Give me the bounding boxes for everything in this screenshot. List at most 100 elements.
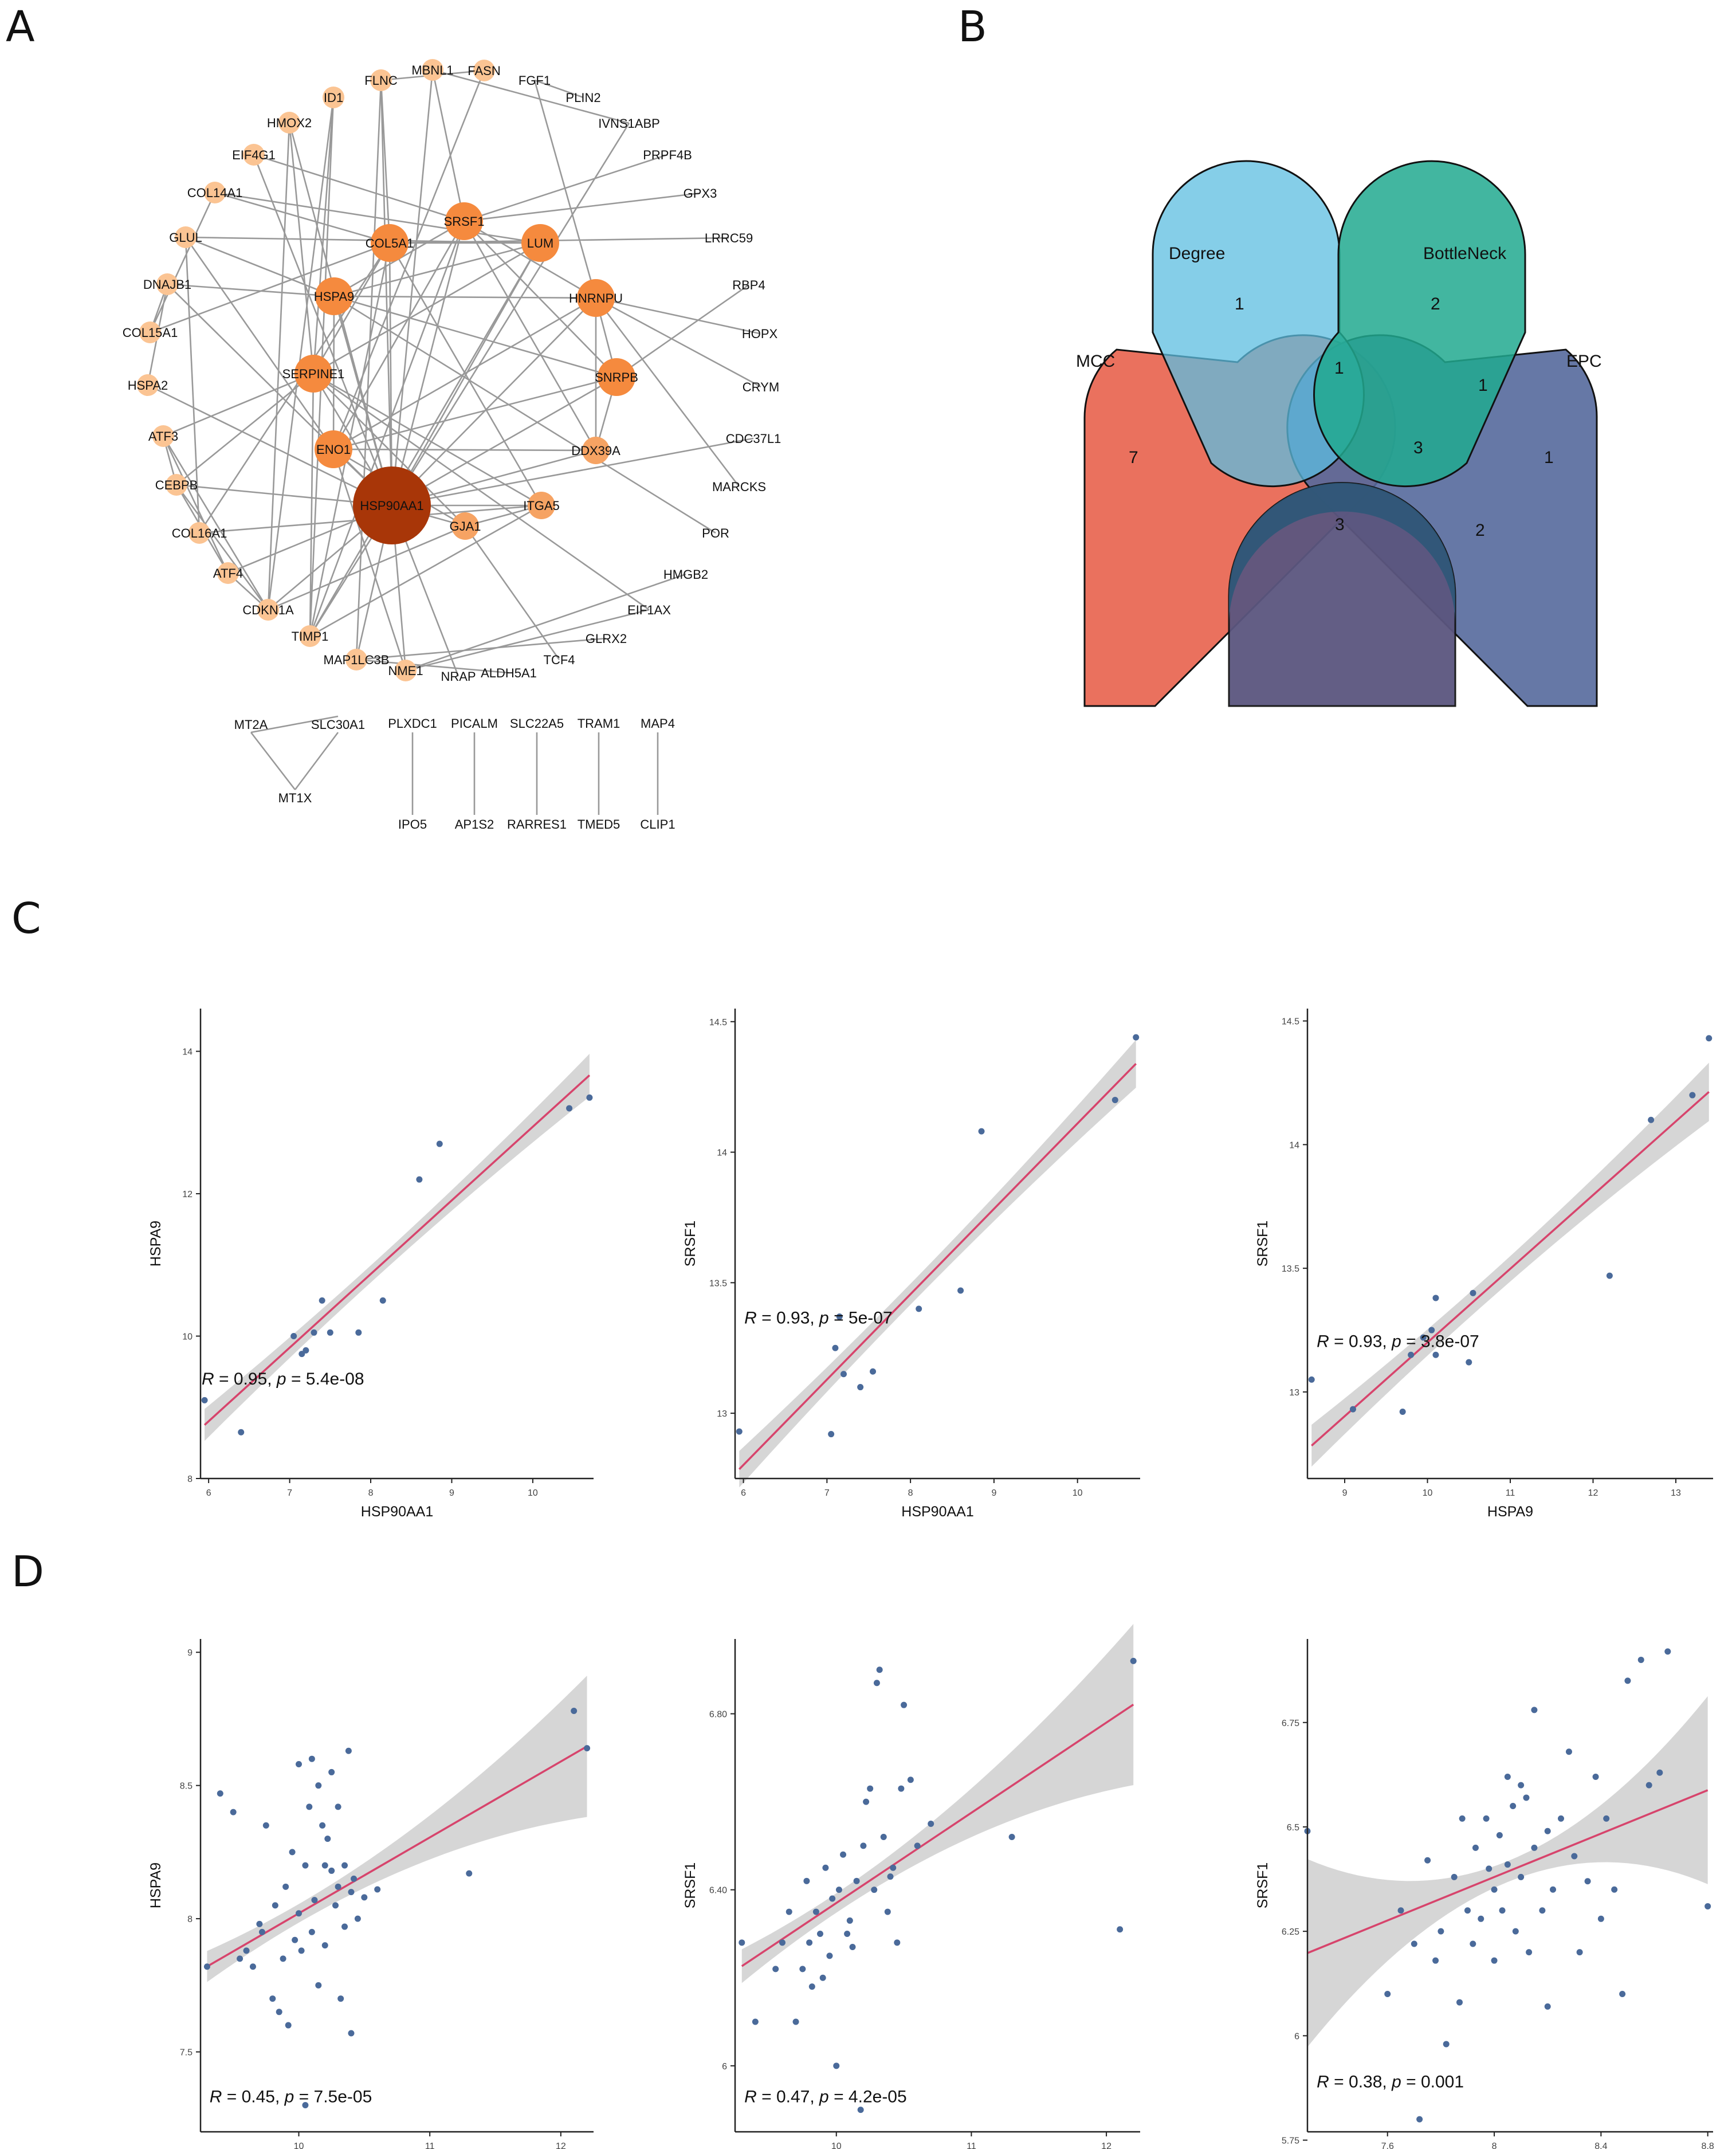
network-node: DNAJB1	[143, 273, 191, 295]
correlation-stat: R = 0.95, p = 5.4e-08	[202, 1370, 364, 1389]
network-node-label: CDKN1A	[242, 603, 294, 617]
data-point	[1432, 1351, 1439, 1358]
network-node-label: SLC30A1	[311, 717, 365, 732]
data-point	[319, 1822, 326, 1829]
data-point	[828, 1431, 835, 1438]
network-node-label: ENO1	[316, 442, 351, 457]
data-point	[282, 1883, 289, 1890]
network-node-circle	[217, 562, 239, 584]
data-point	[361, 1894, 368, 1901]
network-node-label: SERPINE1	[282, 367, 345, 381]
network-node-label: GLUL	[169, 230, 202, 245]
network-node-circle	[204, 182, 226, 203]
data-point	[292, 1936, 299, 1943]
data-point	[302, 2102, 309, 2109]
network-node-label: CDC37L1	[726, 432, 781, 446]
data-point	[898, 1785, 905, 1792]
x-tick-label: 8	[368, 1488, 374, 1498]
network-edge	[391, 297, 596, 506]
data-point	[857, 1384, 864, 1391]
data-point	[354, 1915, 361, 1922]
network-node-circle	[371, 224, 409, 262]
data-point	[785, 1908, 792, 1915]
network-node-label: CLIP1	[640, 817, 675, 832]
data-point	[351, 1875, 358, 1882]
network-node: COL5A1	[366, 224, 414, 262]
network-node-label: HSPA2	[128, 378, 168, 393]
network-edge	[176, 372, 314, 486]
x-tick-label: 7.6	[1381, 2142, 1394, 2149]
data-point	[203, 1963, 210, 1970]
y-tick-label: 13	[1289, 1388, 1299, 1398]
network-edge	[333, 448, 596, 452]
network-edge	[533, 80, 597, 299]
data-point	[299, 1351, 305, 1358]
network-node-label: ID1	[324, 91, 343, 105]
data-point	[736, 1428, 743, 1435]
network-edge	[332, 449, 407, 671]
venn-set-bottleneck	[1313, 160, 1526, 488]
scatter-plot: 6 7 8 9 10 8 10 12 14 HSP90AA1 HSPA9 R = 0.95, p = …	[148, 1009, 594, 1520]
network-edge	[313, 242, 541, 375]
network-node: PLIN2	[565, 91, 600, 105]
network-node: RBP4	[732, 278, 765, 292]
network-node-label: NME1	[388, 664, 423, 678]
network-node-label: HMGB2	[663, 567, 708, 582]
data-point	[871, 1887, 878, 1893]
data-point	[819, 1974, 826, 1981]
confidence-band	[739, 1040, 1136, 1488]
data-point	[779, 1939, 785, 1946]
network-edge	[175, 484, 269, 610]
data-point	[853, 1877, 860, 1884]
data-point	[276, 2009, 282, 2015]
network-node: DDX39A	[571, 437, 620, 464]
panel-letter-d: D	[11, 1547, 44, 1597]
data-point	[311, 1329, 317, 1336]
network-edge	[464, 154, 668, 222]
network-node-circle	[582, 437, 610, 464]
network-edge	[464, 221, 617, 378]
venn-diagram: Degree BottleNeck MCC EPC 1 2 1 7 1 3 1 …	[1076, 160, 1602, 707]
network-node-circle	[294, 355, 332, 393]
data-point	[272, 1902, 278, 1909]
network-node: MBNL1	[411, 59, 454, 81]
network-node-circle	[278, 112, 300, 134]
venn-label-degree: Degree	[1169, 244, 1225, 263]
x-tick-label: 12	[556, 2142, 566, 2149]
data-point	[298, 1947, 305, 1954]
y-tick-label: 5.75	[1282, 2136, 1299, 2146]
network-node: HMGB2	[663, 567, 708, 582]
network-node: FLNC	[364, 69, 398, 91]
x-tick-label: 10	[1423, 1488, 1433, 1498]
network-edge	[391, 221, 465, 506]
regression-line	[741, 1703, 1134, 1967]
network-edge	[288, 122, 315, 374]
y-tick-label: 14	[1289, 1140, 1299, 1150]
network-node-label: HSP90AA1	[360, 499, 423, 513]
data-point	[1486, 1865, 1493, 1872]
x-tick-label: 10	[294, 2142, 304, 2149]
network-node-circle	[152, 425, 174, 447]
network-node: TIMP1	[292, 625, 328, 647]
network-edge	[391, 437, 754, 507]
network-node-label: RARRES1	[507, 817, 567, 832]
data-point	[1526, 1949, 1533, 1956]
data-point	[792, 2018, 799, 2025]
network-node-label: DNAJB1	[143, 277, 191, 292]
data-point	[1704, 1903, 1711, 1909]
network-edge	[250, 715, 339, 734]
data-point	[374, 1886, 381, 1893]
data-point	[466, 1870, 473, 1877]
network-node-label: LUM	[527, 236, 553, 250]
data-point	[857, 2107, 864, 2113]
network-edge	[167, 284, 392, 506]
venn-count-lower-center: 3	[1335, 515, 1345, 534]
network-node: SERPINE1	[282, 355, 345, 393]
network-node: FASN	[468, 60, 501, 81]
y-tick-label: 12	[182, 1190, 193, 1199]
network-node-label: HMOX2	[267, 116, 312, 130]
data-point	[1384, 1990, 1391, 1997]
data-point	[303, 1347, 309, 1354]
data-point	[916, 1305, 922, 1312]
network-edge	[162, 436, 229, 574]
